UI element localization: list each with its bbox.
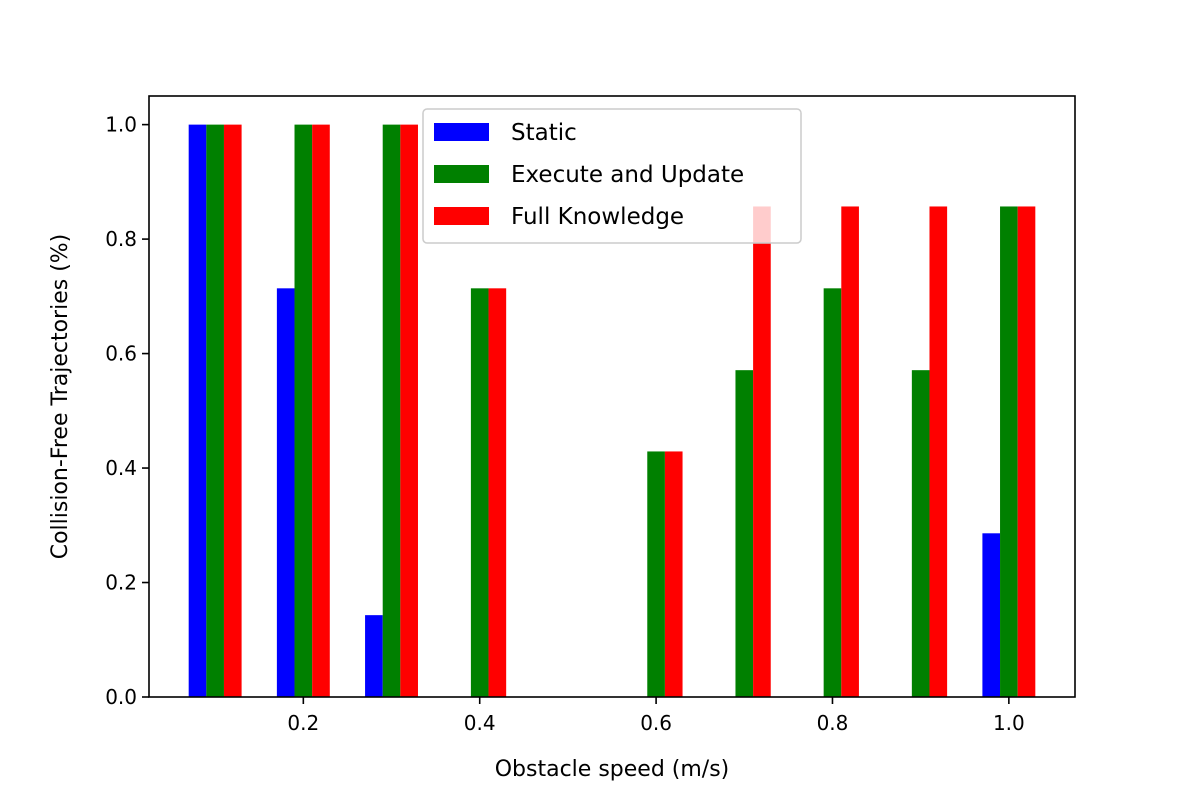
bars-layer [188, 124, 1036, 698]
bar-static-10 [982, 533, 1001, 697]
bar-execute-and-update-2 [294, 124, 313, 698]
legend-swatch [434, 165, 489, 183]
x-tick-label: 0.6 [640, 711, 672, 735]
y-tick-label: 1.0 [105, 113, 137, 137]
bar-static-3 [365, 615, 383, 697]
bar-full-knowledge-9 [929, 206, 948, 697]
legend-label: Execute and Update [511, 162, 744, 188]
legend-box [422, 108, 802, 244]
legend-swatch [434, 207, 489, 225]
bar-full-knowledge-8 [841, 206, 859, 697]
bar-execute-and-update-1 [206, 124, 224, 698]
y-tick-label: 0.4 [105, 456, 137, 480]
legend: Static Execute and Update Full Knowledge [422, 108, 802, 244]
y-tick-label: 0.2 [105, 571, 137, 595]
bar-full-knowledge-4 [488, 288, 507, 697]
bar-execute-and-update-6 [647, 451, 665, 697]
legend-label: Static [511, 120, 577, 146]
bar-execute-and-update-4 [470, 288, 489, 697]
y-axis-title: Collision-Free Trajectories (%) [48, 234, 73, 560]
plot-frame [148, 95, 1076, 698]
bar-full-knowledge-2 [312, 124, 330, 698]
x-tick-label: 0.2 [287, 711, 319, 735]
bar-full-knowledge-7 [753, 206, 771, 697]
bar-execute-and-update-9 [911, 370, 930, 697]
bar-full-knowledge-3 [400, 124, 418, 698]
y-tick-label: 0.6 [105, 342, 137, 366]
bar-full-knowledge-6 [664, 451, 683, 697]
bar-full-knowledge-10 [1017, 206, 1036, 697]
axes-layer: 0.2 0.4 0.6 0.8 1.0 0.0 0.2 0.4 0.6 0.8 1.0 [105, 95, 1076, 735]
x-tick-label: 0.4 [464, 711, 496, 735]
y-tick-label: 0.8 [105, 227, 137, 251]
y-tick-label: 0.0 [105, 685, 137, 709]
bar-execute-and-update-10 [1000, 206, 1018, 697]
legend-label: Full Knowledge [511, 204, 684, 230]
bar-execute-and-update-8 [823, 288, 842, 697]
bar-static-2 [276, 288, 295, 697]
bar-execute-and-update-7 [735, 370, 754, 697]
bar-execute-and-update-3 [382, 124, 401, 698]
legend-swatch [434, 123, 489, 141]
x-axis-title: Obstacle speed (m/s) [495, 757, 730, 782]
bar-full-knowledge-1 [223, 124, 242, 698]
x-tick-label: 1.0 [993, 711, 1025, 735]
x-tick-label: 0.8 [817, 711, 849, 735]
bar-static-1 [188, 124, 207, 698]
